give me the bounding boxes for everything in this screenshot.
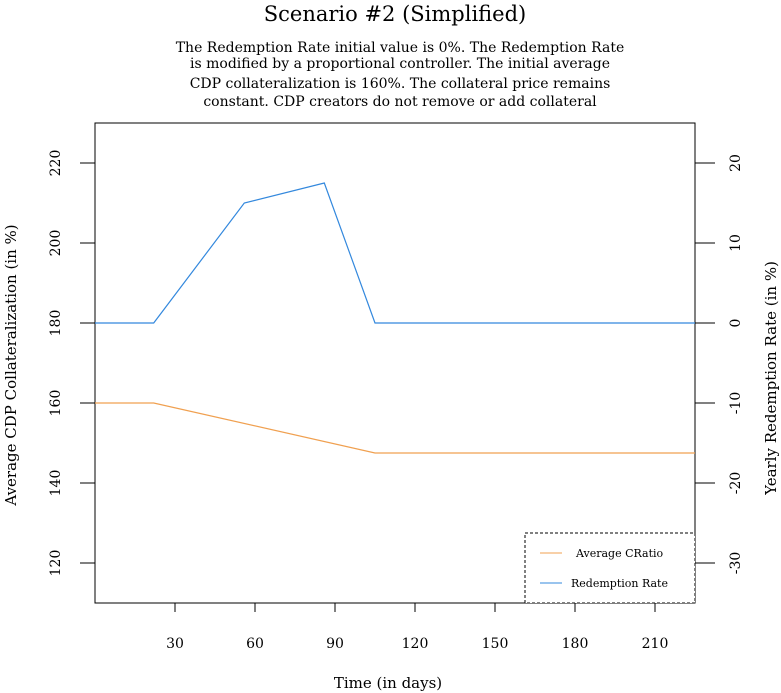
y-left-tick-label: 160 [48,390,64,417]
x-tick-label: 120 [402,636,429,652]
x-axis: 30 60 90 120 150 180 210 [166,603,668,652]
x-tick-label: 90 [326,636,344,652]
subtitle-line: constant. CDP creators do not remove or … [203,94,597,110]
y-left-tick-label: 140 [48,470,64,497]
y-right-tick-label: 0 [728,319,744,328]
y-left-tick-label: 200 [48,230,64,257]
y-right-tick-label: -20 [728,472,744,495]
chart-subtitle: The Redemption Rate initial value is 0%.… [176,40,625,110]
subtitle-line: CDP collateralization is 160%. The colla… [190,76,611,92]
chart-title: Scenario #2 (Simplified) [264,2,526,26]
series-layer [95,182,695,454]
y-right-tick-label: 10 [728,234,744,252]
x-tick-label: 150 [482,636,509,652]
y-right-tick-label: 20 [728,154,744,172]
legend-box [524,532,696,604]
x-tick-label: 180 [562,636,589,652]
legend-label-cratio: Average CRatio [575,547,664,560]
x-tick-label: 60 [246,636,264,652]
legend: Average CRatio Redemption Rate [524,532,696,604]
legend-label-redemption-rate: Redemption Rate [571,577,668,590]
subtitle-line: The Redemption Rate initial value is 0%.… [176,40,625,56]
y-axis-left-label: Average CDP Collateralization (in %) [2,224,20,506]
x-axis-label: Time (in days) [334,674,442,692]
y-right-tick-label: -10 [728,392,744,415]
y-axis-left: 120 140 160 180 200 220 [48,150,95,577]
series-line-average-cratio [95,402,695,454]
y-axis-right-label: Yearly Redemption Rate (in %) [762,261,780,496]
y-left-tick-label: 120 [48,550,64,577]
plot-frame [94,122,696,604]
y-left-tick-label: 220 [48,150,64,177]
series-line-redemption-rate [95,182,695,324]
y-right-tick-label: -30 [728,552,744,575]
subtitle-line: is modified by a proportional controller… [190,56,610,72]
y-axis-right: -30 -20 -10 0 10 20 [695,154,744,574]
x-tick-label: 210 [642,636,669,652]
x-tick-label: 30 [166,636,184,652]
y-left-tick-label: 180 [48,310,64,337]
